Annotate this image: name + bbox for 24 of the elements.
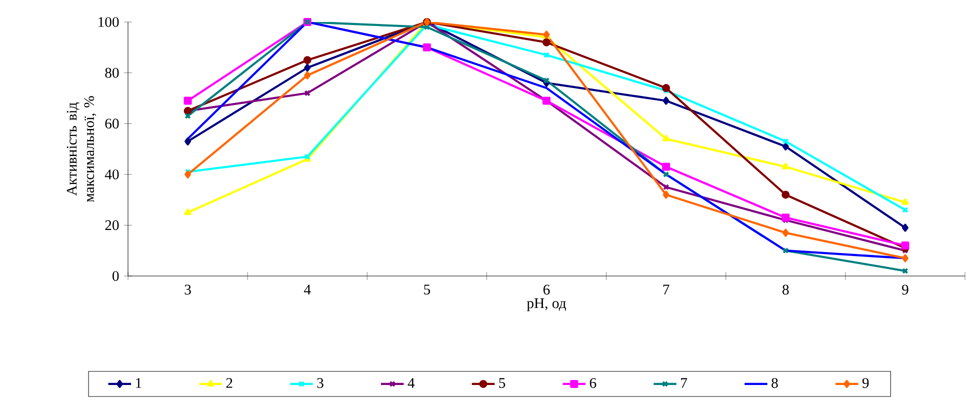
y-tick-label: 80 xyxy=(105,68,119,78)
x-tick-label: 6 xyxy=(543,284,550,295)
x-tick-label: 8 xyxy=(782,284,789,295)
legend-label: 5 xyxy=(499,378,506,388)
legend-label: 2 xyxy=(226,378,232,388)
x-tick-label: 9 xyxy=(902,284,908,295)
x-tick-label: 3 xyxy=(184,284,191,295)
x-axis-title: pH, од xyxy=(526,298,566,312)
legend-label: 8 xyxy=(772,378,778,388)
x-tick-label: 7 xyxy=(663,284,670,294)
legend-label: 3 xyxy=(317,378,324,388)
legend-label: 9 xyxy=(862,378,869,388)
legend-label: 6 xyxy=(590,378,596,388)
x-tick-label: 5 xyxy=(424,284,430,294)
y-axis-title: Активність від максимальної, % xyxy=(66,96,96,202)
legend-label: 1 xyxy=(136,378,142,388)
x-tick-label: 4 xyxy=(304,284,311,294)
y-tick-label: 0 xyxy=(112,271,119,281)
y-tick-label: 60 xyxy=(105,118,119,129)
legend-label: 4 xyxy=(408,378,415,388)
y-tick-label: 40 xyxy=(104,169,119,180)
legend-label: 7 xyxy=(681,378,688,388)
y-tick-label: 100 xyxy=(98,17,119,27)
y-tick-label: 20 xyxy=(105,220,119,230)
